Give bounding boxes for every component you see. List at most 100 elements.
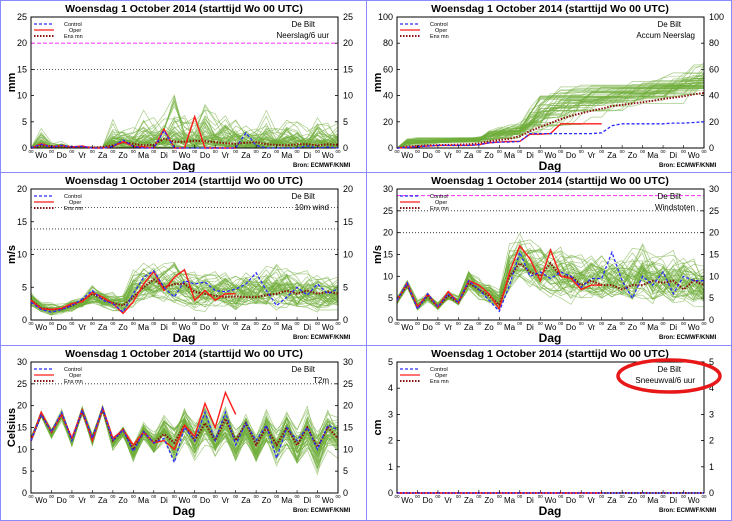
highlight-ellipse [616,358,722,394]
x-day-label: Zo [118,151,128,160]
legend-control-label: Control [64,367,82,373]
x-tick-label-00: 00 [213,321,219,326]
x-day-label: Di [526,496,534,505]
x-tick-label-00: 00 [599,494,605,499]
y-tick-label-left: 20 [17,184,27,194]
legend-control-label: Control [64,194,82,200]
x-tick-label-00: 00 [599,149,605,154]
x-day-label: Zo [628,323,638,332]
x-tick-label-00: 00 [517,149,523,154]
x-day-label: Za [241,496,251,505]
x-day-label: Di [670,323,678,332]
y-tick-label-right: 5 [709,357,714,367]
chart-title: Woensdag 1 October 2014 (starttijd Wo 00… [65,348,303,360]
y-tick-label-left: 2 [388,436,393,446]
x-day-label: Vr [78,496,86,505]
x-day-label: Wo [688,151,700,160]
legend-control-label: Control [430,367,448,373]
x-axis-label: Dag [539,159,562,173]
x-tick-label-00: 00 [456,494,462,499]
x-tick-label-00: 00 [49,494,55,499]
legend-oper-label: Oper [435,373,447,379]
x-tick-label-00: 00 [661,494,667,499]
x-tick-label-00: 00 [192,321,198,326]
legend-oper-label: Oper [69,28,81,34]
y-tick-label-right: 0 [343,315,348,325]
x-tick-label-00: 00 [335,149,341,154]
x-tick-label-00: 00 [579,149,585,154]
series-control [30,405,339,465]
x-tick-label-00: 00 [681,494,687,499]
x-day-label: Wo [545,496,557,505]
x-tick-label-00: 00 [620,494,626,499]
plot-frame [30,361,339,494]
x-tick-label-00: 00 [233,149,239,154]
x-day-label: Ma [138,151,150,160]
x-tick-label-00: 00 [558,321,564,326]
x-tick-label-00: 00 [394,149,400,154]
y-tick-label-right: 5 [343,466,348,476]
y-tick-label-left: 3 [388,409,393,419]
x-tick-label-00: 00 [151,321,157,326]
y-tick-label-left: 20 [383,228,393,238]
y-axis-label: m/s [6,245,18,264]
y-axis-label: m/s [372,245,384,264]
x-day-label: Zo [118,323,128,332]
ensemble-member-line [396,66,704,149]
x-day-label: Wo [35,323,47,332]
x-tick-label-00: 00 [131,494,137,499]
x-tick-label-00: 00 [254,494,260,499]
location-label: De Bilt [657,20,681,29]
x-tick-label-00: 00 [213,149,219,154]
y-tick-label-right: 0 [343,488,348,498]
chart-10m-wind: Woensdag 1 October 2014 (starttijd Wo 00… [6,175,353,345]
x-day-label: Wo [179,496,191,505]
x-tick-label-00: 00 [274,149,280,154]
x-tick-label-00: 00 [620,321,626,326]
x-tick-label-00: 00 [192,494,198,499]
y-tick-label-right: 5 [343,282,348,292]
x-tick-label-00: 00 [131,149,137,154]
x-axis-label: Dag [173,504,196,518]
y-tick-label-right: 20 [709,117,719,127]
x-day-label: Vr [78,323,86,332]
x-day-label: Ma [281,151,293,160]
x-day-label: Wo [322,151,334,160]
y-tick-label-left: 5 [22,117,27,127]
y-tick-label-left: 15 [383,250,393,260]
x-tick-label-00: 00 [517,321,523,326]
y-tick-label-right: 20 [343,401,353,411]
ensemble-members [30,404,339,476]
x-tick-label-00: 00 [599,321,605,326]
x-day-label: Di [304,151,312,160]
x-day-label: Do [200,496,211,505]
y-tick-label-right: 0 [709,315,714,325]
y-tick-label-left: 10 [17,444,27,454]
y-tick-label-left: 5 [22,282,27,292]
x-day-label: Do [566,496,577,505]
legend-ensmean-label: Ens mn [64,206,83,212]
x-day-label: Zo [262,323,272,332]
x-tick-label-00: 00 [254,321,260,326]
source-credit: Bron: ECMWF/KNMI [293,335,351,341]
x-tick-label-00: 00 [315,321,321,326]
location-label: De Bilt [291,20,315,29]
y-tick-label-left: 15 [17,423,27,433]
x-day-label: Wo [688,496,700,505]
x-tick-label-00: 00 [315,149,321,154]
plot-frame [396,16,705,149]
x-day-label: Za [98,496,108,505]
ensemble-members [396,62,705,149]
x-day-label: Wo [179,323,191,332]
ensemble-member-line [396,64,704,149]
x-day-label: Za [241,151,251,160]
x-day-label: Za [98,323,108,332]
series-oper [30,268,236,315]
y-tick-label-left: 30 [383,184,393,194]
ensemble-member-line [30,270,339,312]
y-tick-label-left: 10 [17,250,27,260]
y-tick-label-left: 5 [388,357,393,367]
x-tick-label-00: 00 [681,321,687,326]
y-tick-label-left: 0 [22,143,27,153]
